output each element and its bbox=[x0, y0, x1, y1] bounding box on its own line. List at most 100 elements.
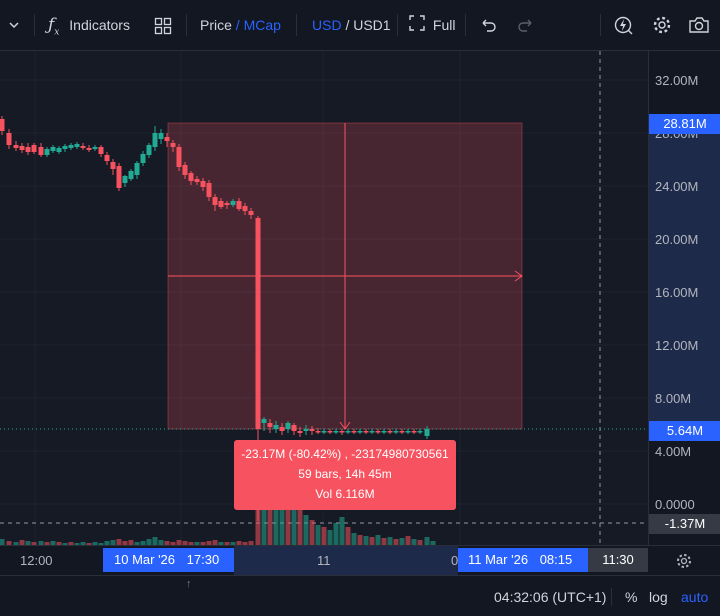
volume-bar bbox=[339, 517, 345, 545]
camera-icon[interactable] bbox=[687, 13, 711, 37]
volume-bar bbox=[345, 527, 351, 545]
candle-body bbox=[158, 133, 164, 139]
volume-bar bbox=[44, 542, 50, 545]
candle-body bbox=[134, 163, 140, 175]
volume-bar bbox=[50, 541, 56, 545]
candle-body bbox=[303, 429, 309, 431]
settings-icon[interactable] bbox=[675, 552, 693, 575]
bolt-icon[interactable] bbox=[613, 13, 635, 37]
undo-icon[interactable] bbox=[479, 13, 497, 37]
redo-icon[interactable] bbox=[517, 13, 535, 37]
candle-body bbox=[291, 425, 297, 431]
time-axis[interactable]: 12:00 10 Mar '26 17:30 11 0 11 Mar '26 0… bbox=[0, 545, 720, 576]
candle-body bbox=[56, 148, 62, 152]
percent-toggle[interactable]: % bbox=[625, 589, 638, 605]
mcap-option[interactable]: MCap bbox=[243, 17, 281, 33]
usd1-option[interactable]: USD1 bbox=[353, 17, 391, 33]
candle-body bbox=[405, 431, 411, 433]
volume-bar bbox=[56, 542, 62, 545]
price-label: 32.00M bbox=[655, 73, 699, 88]
currency-separator: / bbox=[345, 17, 350, 33]
volume-bar bbox=[381, 538, 387, 545]
crosshair-time-badge: 11:30 bbox=[588, 548, 648, 572]
price-label: 4.00M bbox=[655, 444, 692, 459]
clock-timezone[interactable]: 04:32:06 (UTC+1) bbox=[494, 589, 607, 605]
candle-body bbox=[369, 431, 375, 433]
candle-body bbox=[357, 431, 363, 433]
volume-bar bbox=[62, 543, 68, 545]
candle-body bbox=[230, 201, 236, 205]
auto-toggle[interactable]: auto bbox=[681, 589, 709, 605]
candle-body bbox=[206, 183, 212, 197]
candle-body bbox=[285, 423, 291, 429]
usd-option[interactable]: USD bbox=[312, 17, 342, 33]
toolbar-divider bbox=[296, 14, 297, 36]
toolbar-divider bbox=[397, 14, 398, 36]
volume-bar bbox=[170, 542, 176, 545]
volume-bar bbox=[206, 541, 212, 545]
scroll-up-icon[interactable]: ↑ bbox=[186, 578, 192, 590]
volume-bar bbox=[357, 535, 363, 545]
volume-bar bbox=[351, 533, 357, 545]
price-label: 20.00M bbox=[655, 232, 699, 247]
volume-series bbox=[0, 490, 436, 545]
price-option[interactable]: Price bbox=[200, 17, 232, 33]
volume-bar bbox=[315, 525, 321, 545]
candle-body bbox=[86, 148, 92, 150]
gear-icon[interactable] bbox=[651, 13, 673, 37]
candle-body bbox=[0, 119, 5, 131]
candle-body bbox=[104, 155, 110, 161]
candle-body bbox=[194, 179, 200, 182]
volume-bar bbox=[98, 543, 104, 545]
volume-bar bbox=[92, 542, 98, 545]
candle-body bbox=[164, 137, 170, 141]
measure-bars: 59 bars, 14h 45m bbox=[298, 467, 392, 481]
candle-body bbox=[188, 173, 194, 181]
volume-bar bbox=[285, 490, 291, 545]
toolbar-divider bbox=[465, 14, 466, 36]
candle-body bbox=[248, 211, 254, 215]
volume-bar bbox=[267, 505, 273, 545]
volume-bar bbox=[188, 542, 194, 545]
fullscreen-button[interactable]: Full bbox=[409, 13, 455, 37]
candle-body bbox=[345, 431, 351, 433]
volume-bar bbox=[297, 505, 303, 545]
indicators-button[interactable]: ƒx Indicators bbox=[48, 13, 130, 37]
volume-bar bbox=[104, 541, 110, 545]
range-high-badge: 28.81M bbox=[649, 114, 720, 134]
candle-body bbox=[182, 165, 188, 175]
candle-body bbox=[273, 425, 279, 429]
layout-grid-icon[interactable] bbox=[154, 13, 172, 37]
measure-volume: Vol 6.116M bbox=[315, 487, 375, 501]
volume-bar bbox=[0, 539, 5, 545]
volume-bar bbox=[74, 543, 80, 545]
log-toggle[interactable]: log bbox=[649, 589, 668, 605]
volume-bar bbox=[303, 515, 309, 545]
candle-body bbox=[363, 431, 369, 433]
price-separator: / bbox=[235, 17, 240, 33]
bottom-divider bbox=[611, 588, 612, 606]
currency-toggle[interactable]: USD / USD1 bbox=[312, 13, 391, 37]
toolbar-divider bbox=[34, 14, 35, 36]
candle-body bbox=[297, 431, 303, 433]
candle-body bbox=[411, 431, 417, 433]
candle-body bbox=[351, 431, 357, 433]
candle-body bbox=[68, 145, 74, 148]
candle-body bbox=[146, 145, 152, 155]
candle-body bbox=[309, 429, 315, 431]
price-mcap-toggle[interactable]: Price / MCap bbox=[200, 13, 281, 37]
volume-bar bbox=[261, 497, 267, 545]
volume-bar bbox=[86, 543, 92, 545]
candle-body bbox=[80, 146, 86, 148]
price-label: 24.00M bbox=[655, 179, 699, 194]
candle-body bbox=[50, 147, 56, 151]
candle-body bbox=[44, 149, 50, 155]
volume-bar bbox=[321, 527, 327, 545]
volume-bar bbox=[363, 536, 369, 545]
candle-body bbox=[255, 218, 261, 429]
candle-body bbox=[200, 181, 206, 187]
measure-arrows bbox=[168, 123, 523, 430]
price-scale[interactable]: 32.00M 28.00M 24.00M 20.00M 16.00M 12.00… bbox=[648, 51, 720, 545]
candle-body bbox=[417, 431, 423, 433]
chevron-down-icon[interactable] bbox=[8, 13, 20, 37]
